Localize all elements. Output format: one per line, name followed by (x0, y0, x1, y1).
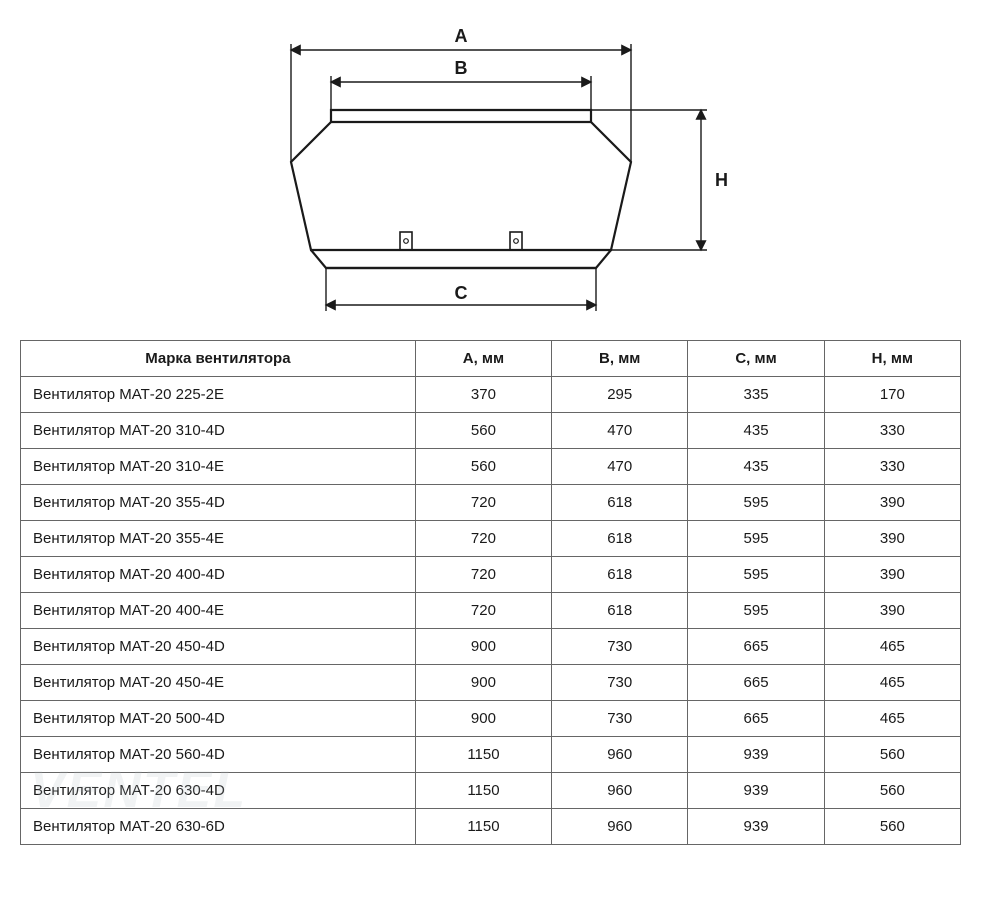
value-cell: 465 (824, 665, 960, 701)
value-cell: 720 (415, 485, 551, 521)
table-row: Вентилятор МАТ-20 500-4D900730665465 (21, 701, 961, 737)
dimensions-table: Марка вентилятораА, ммВ, ммС, ммН, мм Ве… (20, 340, 961, 845)
value-cell: 560 (415, 413, 551, 449)
value-cell: 939 (688, 737, 824, 773)
value-cell: 595 (688, 557, 824, 593)
value-cell: 470 (552, 449, 688, 485)
model-cell: Вентилятор МАТ-20 450-4D (21, 629, 416, 665)
table-row: Вентилятор МАТ-20 355-4E720618595390 (21, 521, 961, 557)
value-cell: 665 (688, 665, 824, 701)
value-cell: 595 (688, 485, 824, 521)
value-cell: 900 (415, 629, 551, 665)
table-row: Вентилятор МАТ-20 400-4D720618595390 (21, 557, 961, 593)
model-cell: Вентилятор МАТ-20 225-2Е (21, 377, 416, 413)
value-cell: 1150 (415, 809, 551, 845)
value-cell: 595 (688, 593, 824, 629)
value-cell: 665 (688, 629, 824, 665)
model-cell: Вентилятор МАТ-20 450-4E (21, 665, 416, 701)
table-row: Вентилятор МАТ-20 450-4D900730665465 (21, 629, 961, 665)
value-cell: 1150 (415, 737, 551, 773)
value-cell: 595 (688, 521, 824, 557)
value-cell: 618 (552, 557, 688, 593)
value-cell: 295 (552, 377, 688, 413)
value-cell: 730 (552, 701, 688, 737)
value-cell: 330 (824, 449, 960, 485)
value-cell: 170 (824, 377, 960, 413)
value-cell: 335 (688, 377, 824, 413)
model-cell: Вентилятор МАТ-20 500-4D (21, 701, 416, 737)
value-cell: 435 (688, 413, 824, 449)
value-cell: 939 (688, 809, 824, 845)
table-row: Вентилятор МАТ-20 450-4E900730665465 (21, 665, 961, 701)
table-row: Вентилятор МАТ-20 355-4D720618595390 (21, 485, 961, 521)
value-cell: 960 (552, 773, 688, 809)
value-cell: 1150 (415, 773, 551, 809)
column-header: А, мм (415, 341, 551, 377)
table-row: Вентилятор МАТ-20 225-2Е370295335170 (21, 377, 961, 413)
value-cell: 390 (824, 557, 960, 593)
model-cell: Вентилятор МАТ-20 630-4D (21, 773, 416, 809)
value-cell: 330 (824, 413, 960, 449)
model-cell: Вентилятор МАТ-20 310-4E (21, 449, 416, 485)
column-header: Марка вентилятора (21, 341, 416, 377)
value-cell: 720 (415, 521, 551, 557)
value-cell: 960 (552, 809, 688, 845)
column-header: Н, мм (824, 341, 960, 377)
value-cell: 900 (415, 701, 551, 737)
value-cell: 560 (824, 737, 960, 773)
model-cell: Вентилятор МАТ-20 400-4D (21, 557, 416, 593)
value-cell: 560 (824, 773, 960, 809)
value-cell: 618 (552, 593, 688, 629)
value-cell: 390 (824, 521, 960, 557)
table-row: Вентилятор МАТ-20 560-4D1150960939560 (21, 737, 961, 773)
svg-text:H: H (715, 170, 728, 190)
model-cell: Вентилятор МАТ-20 355-4D (21, 485, 416, 521)
model-cell: Вентилятор МАТ-20 400-4E (21, 593, 416, 629)
svg-text:B: B (454, 58, 467, 78)
value-cell: 390 (824, 593, 960, 629)
value-cell: 665 (688, 701, 824, 737)
value-cell: 730 (552, 629, 688, 665)
model-cell: Вентилятор МАТ-20 630-6D (21, 809, 416, 845)
value-cell: 370 (415, 377, 551, 413)
value-cell: 900 (415, 665, 551, 701)
value-cell: 618 (552, 485, 688, 521)
value-cell: 960 (552, 737, 688, 773)
model-cell: Вентилятор МАТ-20 355-4E (21, 521, 416, 557)
value-cell: 560 (824, 809, 960, 845)
table-row: Вентилятор МАТ-20 400-4E720618595390 (21, 593, 961, 629)
table-row: Вентилятор МАТ-20 630-6D1150960939560 (21, 809, 961, 845)
table-row: Вентилятор МАТ-20 310-4D560470435330 (21, 413, 961, 449)
value-cell: 435 (688, 449, 824, 485)
svg-text:C: C (454, 283, 467, 303)
value-cell: 390 (824, 485, 960, 521)
table-row: Вентилятор МАТ-20 630-4D1150960939560 (21, 773, 961, 809)
model-cell: Вентилятор МАТ-20 560-4D (21, 737, 416, 773)
value-cell: 720 (415, 593, 551, 629)
table-row: Вентилятор МАТ-20 310-4E560470435330 (21, 449, 961, 485)
value-cell: 730 (552, 665, 688, 701)
dimension-diagram: AB C H (20, 20, 961, 320)
column-header: С, мм (688, 341, 824, 377)
value-cell: 720 (415, 557, 551, 593)
value-cell: 470 (552, 413, 688, 449)
value-cell: 465 (824, 701, 960, 737)
column-header: В, мм (552, 341, 688, 377)
value-cell: 939 (688, 773, 824, 809)
value-cell: 465 (824, 629, 960, 665)
model-cell: Вентилятор МАТ-20 310-4D (21, 413, 416, 449)
svg-text:A: A (454, 26, 467, 46)
value-cell: 618 (552, 521, 688, 557)
value-cell: 560 (415, 449, 551, 485)
